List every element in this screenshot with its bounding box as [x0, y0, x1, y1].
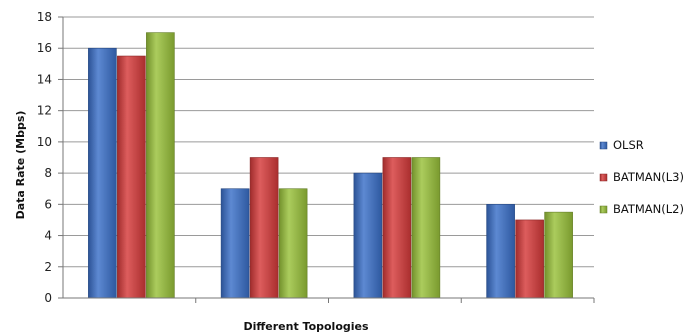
- y-tick-label: 4: [44, 229, 52, 243]
- y-tick-label: 2: [44, 260, 52, 274]
- legend-swatch: [599, 141, 608, 150]
- legend-label: BATMAN(L2): [613, 202, 684, 216]
- legend-swatch: [599, 205, 608, 214]
- legend: OLSR BATMAN(L3) BATMAN(L2): [599, 138, 684, 216]
- bar-batman-l3--2: [249, 157, 279, 299]
- y-tick-label: 8: [44, 166, 52, 180]
- bar-batman-l3--3: [382, 157, 412, 299]
- bar-olsr-4: [486, 204, 515, 299]
- bars: [88, 32, 595, 303]
- bar-olsr-3: [353, 172, 383, 299]
- bar-olsr-2: [220, 188, 250, 299]
- y-tick-label: 6: [44, 197, 52, 211]
- bar-batman-l2--2: [278, 188, 308, 299]
- legend-label: BATMAN(L3): [613, 170, 684, 184]
- y-tick-label: 16: [37, 41, 52, 55]
- bar-batman-l2--3: [411, 157, 441, 299]
- y-tick-label: 10: [37, 135, 52, 149]
- y-axis-ticks: 0 2 4 6 8 10 12 14 16 18: [37, 10, 63, 305]
- bar-batman-l2--4: [544, 211, 573, 299]
- x-axis-title: Different Topologies: [243, 320, 369, 333]
- y-axis-title: Data Rate (Mbps): [14, 111, 27, 220]
- y-tick-label: 14: [37, 72, 52, 86]
- y-tick-label: 12: [37, 104, 52, 118]
- bar-batman-l2--1: [146, 32, 175, 299]
- y-tick-label: 0: [44, 291, 52, 305]
- bar-batman-l3--4: [515, 219, 544, 299]
- y-tick-label: 18: [37, 10, 52, 24]
- legend-swatch: [599, 173, 608, 182]
- bar-olsr-1: [88, 47, 117, 299]
- legend-label: OLSR: [613, 138, 644, 152]
- bar-batman-l3--1: [117, 55, 146, 299]
